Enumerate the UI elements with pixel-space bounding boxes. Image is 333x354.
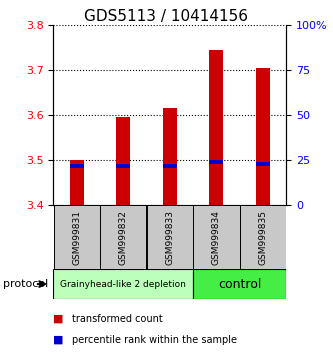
Bar (116, 164, 130, 168)
Text: ■: ■ (53, 314, 64, 324)
Text: transformed count: transformed count (72, 314, 163, 324)
Bar (147, 205, 193, 269)
Bar (163, 108, 177, 205)
Bar (193, 269, 286, 299)
Bar (256, 161, 270, 166)
Text: ■: ■ (53, 335, 64, 345)
Bar (70, 164, 84, 168)
Bar (100, 205, 146, 269)
Bar (54, 205, 100, 269)
Bar (256, 68, 270, 205)
Bar (53, 269, 193, 299)
Bar (116, 117, 130, 205)
Text: GSM999835: GSM999835 (258, 210, 268, 265)
Bar (209, 160, 223, 164)
Text: percentile rank within the sample: percentile rank within the sample (72, 335, 236, 345)
Text: control: control (218, 278, 261, 291)
Text: Grainyhead-like 2 depletion: Grainyhead-like 2 depletion (60, 280, 186, 289)
Bar (163, 164, 177, 168)
Text: GDS5113 / 10414156: GDS5113 / 10414156 (85, 9, 248, 24)
Text: GSM999833: GSM999833 (165, 210, 174, 265)
Text: protocol: protocol (3, 279, 49, 289)
Text: GSM999831: GSM999831 (72, 210, 81, 265)
Bar (240, 205, 286, 269)
Text: GSM999832: GSM999832 (119, 210, 128, 265)
Bar (70, 160, 84, 205)
Text: GSM999834: GSM999834 (212, 210, 221, 265)
Bar (193, 205, 239, 269)
Bar (209, 50, 223, 205)
